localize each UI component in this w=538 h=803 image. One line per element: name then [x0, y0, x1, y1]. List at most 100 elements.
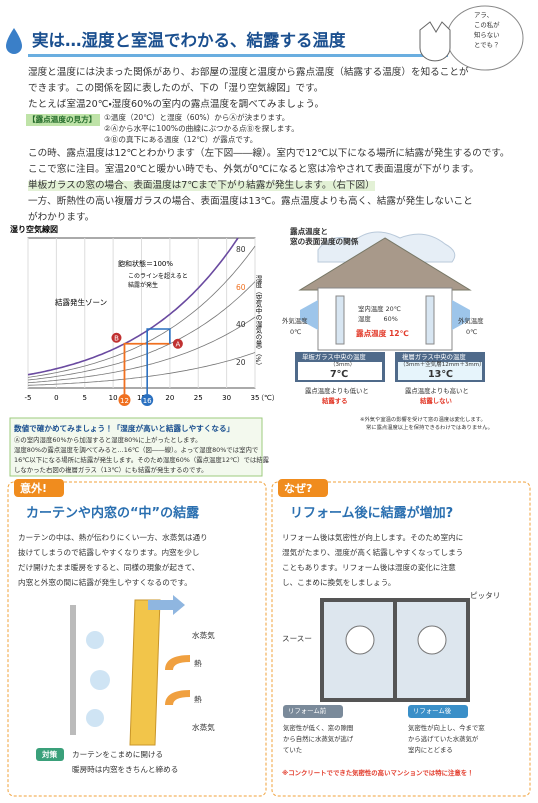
rh-label: 80 [236, 245, 246, 254]
body-line: がわかります。 [28, 212, 95, 223]
humidity-curve [27, 316, 256, 384]
after-line: から逃げていた水蒸気が [408, 735, 479, 743]
section-line: 内窓と外窓の間に結露が発生しやすくなるのです。 [18, 578, 192, 587]
glass-label: 複層ガラス中央の温度 [402, 353, 466, 361]
humidity-curve [27, 245, 256, 378]
section-heading: カーテンや内窓の“中”の結露 [26, 506, 200, 521]
x-tick-label: 10 [109, 394, 118, 402]
drop-icon [6, 28, 22, 54]
y-axis-label: 湿度（空気中の湿気の量）（%） [254, 274, 262, 369]
after-label: リフォーム後 [413, 707, 452, 715]
dew-80-marker [141, 394, 154, 406]
point-a: A [175, 340, 180, 348]
diagram-footnote: ※外気や室温の影響を受けて窓の温度は変化します。 [360, 417, 486, 423]
method-label-bg [26, 114, 100, 126]
note-line: しなかった右図の複層ガラス（13℃）にも結露が発生するのです。 [14, 466, 208, 474]
outside-temp: 0℃ [290, 328, 302, 336]
after-line: 室内にとどまる [408, 746, 453, 754]
intro-line: できます。この関係を図に表したのが、下の「湿り空気線図」です。 [28, 83, 324, 94]
diagram-footnote: 常に露点温度以上を保持できるわけではありません。 [366, 425, 493, 431]
saturation-label: 飽和状態＝100% [118, 259, 173, 268]
point-a-dot [172, 338, 183, 349]
glass-caption: 結露する [322, 397, 348, 405]
section-footer: ※コンクリートでできた気密性の高いマンションでは特に注意を！ [282, 769, 474, 777]
section-line: リフォーム後は気密性が向上します。そのため室内に [282, 533, 464, 542]
note-line: 湿度80%の露点温度を調べてみると…16℃（図――線）。よって湿度80%では室内… [14, 446, 259, 454]
draft-label: スースー [282, 634, 312, 643]
house-diagram [295, 231, 485, 382]
x-tick-label: 20 [165, 394, 174, 402]
flow-label: 熱 [194, 659, 202, 668]
glass-spec: （3mm） [330, 362, 356, 368]
glass-caption: 結露しない [420, 397, 452, 405]
x-tick-label: 5 [83, 394, 87, 402]
dew-path-80 [146, 328, 171, 394]
outside-temp: 外気温度 [282, 317, 308, 325]
badge-bg [278, 479, 328, 497]
bubble-line: アラ、 [474, 11, 494, 19]
point-b-dot [111, 332, 122, 343]
room-condition: 室内温度 20℃ [358, 305, 401, 313]
badge: 意外! [20, 482, 48, 495]
tip: 暖房時は内窓をきちんと締める [72, 765, 179, 774]
note-box [9, 417, 263, 477]
dew-80-label: 16 [143, 397, 152, 405]
diagram-title: 露点温度と [290, 227, 328, 236]
x-tick-label: 0 [54, 394, 58, 402]
diagram-title: 窓の表面温度の関係 [290, 237, 359, 246]
x-tick-label: 35 [251, 394, 260, 402]
glass-caption: 露点温度よりも高いと [405, 387, 469, 395]
method-label: 【露点温度の見方】 [28, 115, 97, 124]
body-line: 一方、断熱性の高い複層ガラスの場合、表面温度は13℃。露点温度よりも高く、結露が… [28, 196, 473, 207]
bubble-line: この私が [474, 21, 500, 29]
curtain-illustration [36, 595, 190, 761]
after-line: 気密性が向上し、今まで窓 [408, 724, 485, 732]
badge: なぜ? [284, 482, 313, 495]
badge-bg [14, 479, 64, 497]
section-heading: リフォーム後に結露が増加? [290, 506, 454, 521]
section-line: 湿気がたまり、湿度が高く結露しやすくなってしまう [282, 548, 464, 557]
before-line: から自然に水蒸気が逃げ [283, 735, 354, 743]
bubble-line: 知らない [474, 31, 500, 39]
dew-60-label: 12 [120, 397, 129, 405]
section-line: だけ開けたまま暖房をすると、同様の現象が起きて、 [18, 563, 200, 572]
method-step: ③Ⓑの真下にある温度（12℃）が露点です。 [104, 135, 258, 144]
line-note: このラインを超えると [128, 272, 188, 280]
dew-60-marker [118, 394, 131, 406]
flow-label: 熱 [194, 695, 202, 704]
body-line: 単板ガラスの窓の場合、表面温度は7℃まで下がり結露が発生します。（右下図） [28, 180, 375, 191]
humidity-curve [27, 352, 256, 386]
intro-line: たとえば室温20℃・湿度60%の室内の露点温度を調べてみましょう。 [28, 99, 325, 110]
humidity-curve [27, 281, 256, 381]
line-note: 結露が発生 [128, 281, 158, 289]
point-b: B [114, 334, 119, 342]
method-step: ②Ⓐから水平に100%の曲線にぶつかる点Ⓑを探します。 [104, 124, 299, 133]
glass-label: 単板ガラス中央の温度 [302, 353, 366, 361]
x-tick-label: -5 [25, 394, 32, 402]
note-line: Ⓐの室内湿度60%から加湿すると湿度80%に上がったとします。 [14, 436, 202, 444]
outside-temp: 外気温度 [458, 317, 484, 325]
x-tick-label: 25 [194, 394, 203, 402]
tip-label: 対策 [42, 750, 58, 759]
glass-caption: 露点温度よりも低いと [305, 387, 369, 395]
chart-title: 湿り空気線図 [10, 224, 58, 234]
before-line: ていた [283, 746, 303, 754]
room-condition: 湿度 60% [358, 315, 398, 323]
window-illustration [283, 598, 470, 718]
rh-label: 20 [236, 358, 246, 367]
x-unit: （℃） [257, 394, 279, 402]
glass-temp: 13℃ [428, 369, 453, 380]
tip: カーテンをこまめに開ける [72, 750, 164, 759]
glass-spec: （3mm＋空気層12mm＋3mm） [400, 362, 485, 368]
section-line: 抜けてしまうので結露しやすくなります。内窓を少し [18, 548, 200, 557]
tight-label: ピッタリ [470, 591, 501, 600]
body-line: ここで窓に注目。室温20℃と暖かい時でも、外気が0℃になると窓は冷やされて表面温… [28, 164, 479, 175]
body-line: この時、露点温度は12℃とわかります（左下図――線）。室内で12℃以下になる場所… [28, 148, 510, 159]
glass-temp: 7℃ [330, 369, 349, 380]
bubble-line: とでも？ [474, 41, 500, 49]
method-step: ①温度（20℃）と湿度（60%）からⒶが決まります。 [104, 113, 290, 122]
note-line: 16℃以下になる場所に結露が発生します。そのため湿度60%（露点温度12℃）では… [14, 456, 270, 464]
rh-label: 40 [236, 320, 246, 329]
